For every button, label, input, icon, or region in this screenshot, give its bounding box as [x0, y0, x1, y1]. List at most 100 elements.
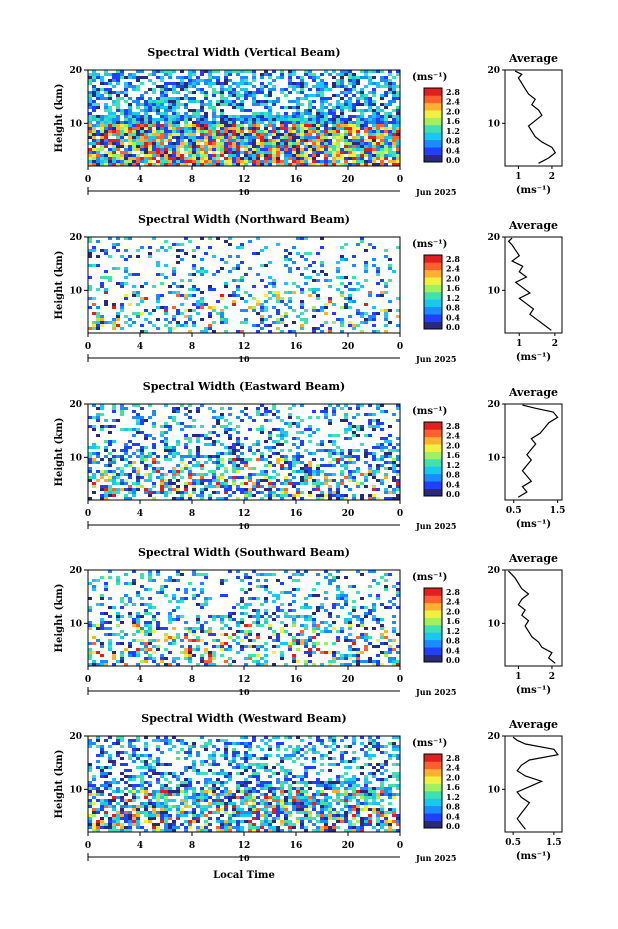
heatmap-cell: [112, 479, 116, 482]
heatmap-cell: [148, 88, 152, 91]
heatmap-cell: [180, 85, 184, 88]
heatmap-cell: [336, 404, 340, 407]
heatmap-cell: [164, 112, 168, 115]
heatmap-cell: [276, 479, 280, 482]
heatmap-cell: [316, 112, 320, 115]
heatmap-cell: [264, 458, 268, 461]
heatmap-cell: [176, 570, 180, 573]
heatmap-cell: [124, 145, 128, 148]
heatmap-cell: [132, 621, 136, 624]
heatmap-cell: [364, 118, 368, 121]
heatmap-cell: [180, 285, 184, 288]
heatmap-cell: [308, 264, 312, 267]
heatmap-cell: [332, 742, 336, 745]
heatmap-cell: [240, 136, 244, 139]
heatmap-cell: [120, 600, 124, 603]
heatmap-cell: [208, 148, 212, 151]
heatmap-cell: [136, 630, 140, 633]
heatmap-cell: [260, 497, 264, 500]
heatmap-cell: [96, 94, 100, 97]
heatmap-cell: [192, 570, 196, 573]
heatmap-cell: [344, 639, 348, 642]
heatmap-cell: [136, 255, 140, 258]
colorbar-swatch: [424, 436, 442, 445]
date-label: Jun 2025: [415, 187, 456, 197]
heatmap-cell: [104, 633, 108, 636]
heatmap-cell: [92, 297, 96, 300]
heatmap-cell: [356, 282, 360, 285]
heatmap-cell: [200, 494, 204, 497]
heatmap-cell: [148, 648, 152, 651]
heatmap-cell: [204, 573, 208, 576]
heatmap-cell: [256, 100, 260, 103]
heatmap-cell: [240, 467, 244, 470]
heatmap-cell: [216, 748, 220, 751]
colorbar-swatch: [424, 314, 442, 322]
heatmap-cell: [100, 79, 104, 82]
heatmap-cell: [192, 464, 196, 467]
heatmap-cell: [396, 121, 400, 124]
heatmap-cell: [184, 757, 188, 760]
heatmap-cell: [92, 443, 96, 446]
heatmap-cell: [316, 416, 320, 419]
heatmap-cell: [196, 594, 200, 597]
heatmap-cell: [292, 261, 296, 264]
heatmap-cell: [164, 458, 168, 461]
heatmap-cell: [356, 139, 360, 142]
heatmap-cell: [208, 494, 212, 497]
heatmap-cell: [324, 416, 328, 419]
heatmap-cell: [288, 736, 292, 739]
heatmap-cell: [232, 633, 236, 636]
heatmap-cell: [292, 112, 296, 115]
heatmap-cell: [396, 246, 400, 249]
heatmap-cell: [236, 97, 240, 100]
heatmap-cell: [120, 636, 124, 639]
heatmap-cell: [292, 139, 296, 142]
heatmap-cell: [296, 437, 300, 440]
heatmap-cell: [320, 739, 324, 742]
heatmap-cell: [388, 148, 392, 151]
heatmap-cell: [112, 160, 116, 163]
heatmap-cell: [184, 648, 188, 651]
heatmap-cell: [348, 142, 352, 145]
heatmap-cell: [188, 470, 192, 473]
heatmap-cell: [168, 482, 172, 485]
heatmap-cell: [136, 422, 140, 425]
heatmap-cell: [312, 645, 316, 648]
heatmap-cell: [328, 485, 332, 488]
heatmap-cell: [96, 760, 100, 763]
heatmap-cell: [380, 85, 384, 88]
heatmap-cell: [324, 609, 328, 612]
profile-x-tick-label: 1: [516, 339, 522, 349]
heatmap-cell: [224, 142, 228, 145]
heatmap-cell: [292, 600, 296, 603]
heatmap-cell: [292, 127, 296, 130]
heatmap-cell: [372, 455, 376, 458]
heatmap-cell: [392, 745, 396, 748]
heatmap-cell: [136, 145, 140, 148]
heatmap-cell: [112, 760, 116, 763]
heatmap-cell: [164, 482, 168, 485]
heatmap-cell: [268, 476, 272, 479]
heatmap-cell: [212, 618, 216, 621]
heatmap-cell: [220, 425, 224, 428]
heatmap-cell: [388, 425, 392, 428]
heatmap-cell: [340, 97, 344, 100]
heatmap-cell: [292, 154, 296, 157]
heatmap-cell: [212, 431, 216, 434]
heatmap-cell: [100, 488, 104, 491]
heatmap-cell: [200, 660, 204, 663]
heatmap-cell: [160, 160, 164, 163]
heatmap-cell: [384, 473, 388, 476]
heatmap-cell: [176, 636, 180, 639]
heatmap-cell: [384, 452, 388, 455]
heatmap-cell: [232, 458, 236, 461]
heatmap-cell: [328, 145, 332, 148]
heatmap-cell: [208, 127, 212, 130]
heatmap-cell: [320, 330, 324, 333]
heatmap-cell: [104, 249, 108, 252]
heatmap-cell: [144, 588, 148, 591]
heatmap-cell: [172, 306, 176, 309]
heatmap-cell: [296, 160, 300, 163]
heatmap-cell: [144, 458, 148, 461]
